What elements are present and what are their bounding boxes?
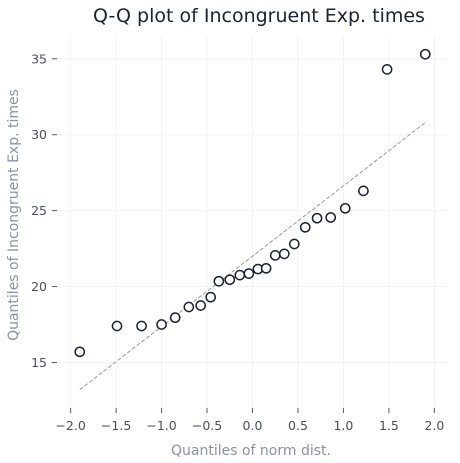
data-point xyxy=(358,185,369,197)
data-point xyxy=(325,212,337,223)
y-tick-label: 35 xyxy=(31,51,47,66)
data-points xyxy=(74,48,431,358)
x-axis: −2.0 −1.5 −1.0 −0.5 0.0 0.5 1.0 1.5 2.0 xyxy=(55,408,444,433)
data-point xyxy=(205,291,217,303)
data-point xyxy=(311,212,323,224)
y-tick-label: 30 xyxy=(31,127,47,142)
data-point xyxy=(269,250,281,261)
data-point xyxy=(234,269,246,281)
data-point xyxy=(213,275,225,287)
data-point xyxy=(169,312,181,324)
data-point xyxy=(288,238,300,250)
data-point xyxy=(299,221,311,233)
y-tick-label: 15 xyxy=(31,355,47,370)
x-tick-label: 0.5 xyxy=(288,418,308,433)
chart-title: Q-Q plot of Incongruent Exp. times xyxy=(93,5,425,27)
grid xyxy=(57,36,448,408)
x-tick-label: −2.0 xyxy=(55,418,85,433)
x-tick-label: −1.5 xyxy=(101,418,131,433)
data-point xyxy=(260,262,272,274)
data-point xyxy=(419,48,431,60)
reference-line-group xyxy=(79,122,426,391)
data-point xyxy=(111,320,123,332)
data-point xyxy=(156,319,167,330)
x-tick-label: 1.5 xyxy=(379,418,399,433)
x-tick-label: 1.0 xyxy=(333,418,353,433)
y-tick-label: 25 xyxy=(31,203,47,218)
data-point xyxy=(195,300,207,311)
x-tick-label: −0.5 xyxy=(192,418,222,433)
data-point xyxy=(136,320,147,332)
x-tick-label: 2.0 xyxy=(424,418,444,433)
x-tick-label: −1.0 xyxy=(146,418,176,433)
y-axis: 15 20 25 30 35 xyxy=(31,51,57,370)
data-point xyxy=(183,301,195,313)
data-point xyxy=(278,248,290,260)
x-tick-label: 0.0 xyxy=(243,418,263,433)
data-point xyxy=(243,268,255,279)
data-point xyxy=(339,202,351,214)
x-axis-label: Quantiles of norm dist. xyxy=(171,443,331,459)
y-axis-label: Quantiles of Incongruent Exp. times xyxy=(6,89,22,341)
reference-line xyxy=(79,122,426,391)
y-tick-label: 20 xyxy=(31,279,47,294)
data-point xyxy=(381,64,393,75)
data-point xyxy=(74,346,86,358)
data-point xyxy=(224,274,236,286)
